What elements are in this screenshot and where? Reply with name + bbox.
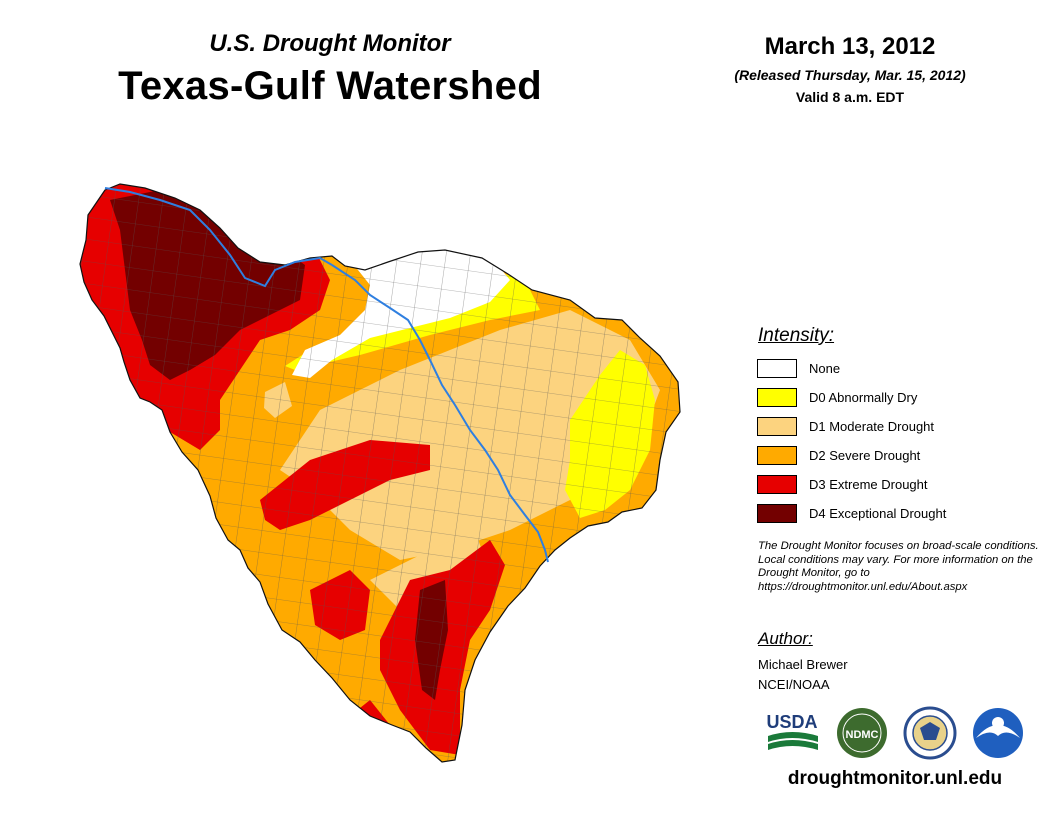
legend-heading: Intensity: xyxy=(758,325,835,346)
commerce-seal-logo xyxy=(903,706,957,760)
legend-swatch-d3 xyxy=(757,475,797,494)
author-name: Michael Brewer xyxy=(758,657,848,672)
noaa-logo xyxy=(973,708,1023,758)
legend-swatch-d4 xyxy=(757,504,797,523)
legend: None D0 Abnormally Dry D1 Moderate Droug… xyxy=(757,354,1017,528)
legend-item-d0: D0 Abnormally Dry xyxy=(757,383,1017,412)
usda-logo: USDA xyxy=(766,712,818,750)
ndmc-logo-text: NDMC xyxy=(846,729,879,741)
legend-swatch-d2 xyxy=(757,446,797,465)
author-org: NCEI/NOAA xyxy=(758,677,830,692)
legend-label-d4: D4 Exceptional Drought xyxy=(809,506,947,521)
legend-item-none: None xyxy=(757,354,1017,383)
watershed-outline xyxy=(79,183,681,763)
river-red xyxy=(104,187,333,288)
drought-region xyxy=(80,184,680,762)
map-date: March 13, 2012 xyxy=(764,33,936,60)
legend-item-d1: D1 Moderate Drought xyxy=(757,412,1017,441)
map-subtitle: U.S. Drought Monitor xyxy=(209,30,451,57)
legend-label-d3: D3 Extreme Drought xyxy=(809,477,928,492)
legend-item-d2: D2 Severe Drought xyxy=(757,441,1017,470)
legend-label-d0: D0 Abnormally Dry xyxy=(809,390,918,405)
drought-map xyxy=(79,183,681,763)
legend-label-d2: D2 Severe Drought xyxy=(809,448,921,463)
ndmc-logo: NDMC xyxy=(837,708,887,758)
legend-swatch-d1 xyxy=(757,417,797,436)
valid-time: Valid 8 a.m. EDT xyxy=(795,89,905,105)
info-note: The Drought Monitor focuses on broad-sca… xyxy=(758,540,1039,593)
legend-label-none: None xyxy=(809,361,841,376)
release-date: (Released Thursday, Mar. 15, 2012) xyxy=(734,67,966,83)
author-heading: Author: xyxy=(758,629,813,648)
usda-logo-text: USDA xyxy=(766,712,817,732)
partner-logos: USDA NDMC xyxy=(766,706,1023,760)
river-sabine xyxy=(331,264,549,563)
county-boundaries xyxy=(80,184,680,762)
website-url[interactable]: droughtmonitor.unl.edu xyxy=(787,768,1003,789)
legend-swatch-d0 xyxy=(757,388,797,407)
map-title: Texas-Gulf Watershed xyxy=(118,64,542,108)
legend-label-d1: D1 Moderate Drought xyxy=(809,419,935,434)
legend-item-d3: D3 Extreme Drought xyxy=(757,470,1017,499)
legend-item-d4: D4 Exceptional Drought xyxy=(757,499,1017,528)
legend-swatch-none xyxy=(757,359,797,378)
